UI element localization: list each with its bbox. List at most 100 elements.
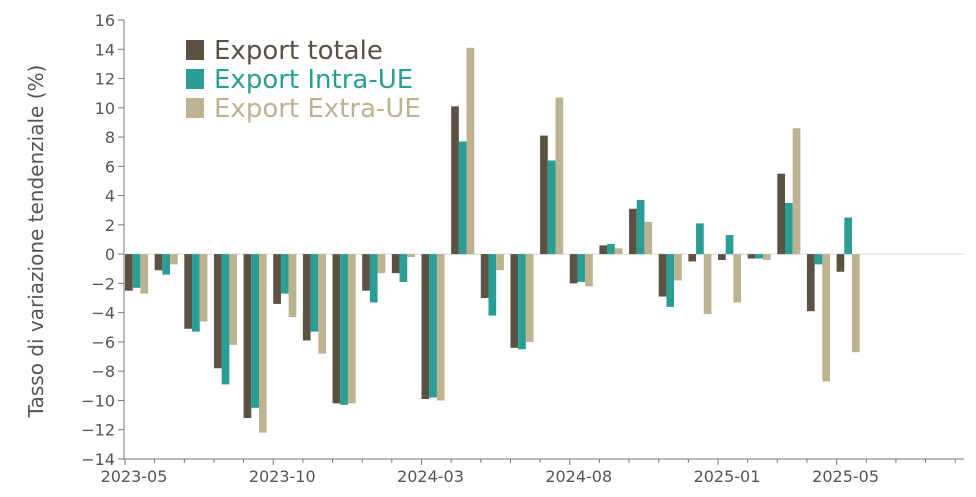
bar (302, 254, 311, 341)
y-tick-label: −2 (91, 274, 115, 293)
bar (599, 245, 608, 255)
bar (369, 254, 378, 303)
bar (466, 47, 475, 255)
bar (629, 208, 637, 255)
bar (614, 248, 623, 255)
bar (140, 254, 149, 294)
bar (162, 254, 171, 275)
bar (458, 141, 467, 255)
bar (273, 254, 281, 304)
bar (377, 254, 386, 274)
bar (585, 254, 593, 287)
bar (696, 223, 704, 255)
bar (814, 254, 823, 265)
bar (288, 254, 297, 318)
bar (251, 254, 259, 408)
x-tick-label: 2023-10 (249, 467, 316, 486)
y-tick-label: 4 (105, 187, 115, 206)
bar (407, 254, 415, 258)
x-tick-label: 2025-01 (694, 467, 761, 486)
legend-swatch (186, 69, 204, 89)
bar (777, 173, 785, 255)
x-tick-label: 2024-03 (397, 467, 464, 486)
y-tick-label: 16 (95, 11, 115, 30)
bar (332, 254, 341, 404)
y-tick-label: 10 (95, 99, 115, 118)
bar (170, 254, 178, 265)
bar (852, 254, 860, 353)
bar (347, 254, 356, 404)
y-tick-label: −12 (81, 421, 115, 440)
bar (318, 254, 326, 354)
bar (806, 254, 815, 312)
bar (674, 254, 682, 281)
bar (844, 217, 852, 255)
bar (340, 254, 348, 405)
bar (666, 254, 675, 307)
bar (132, 254, 141, 288)
bar (399, 254, 408, 282)
bar (436, 254, 445, 401)
bar (496, 254, 504, 271)
bar (488, 254, 497, 316)
y-tick-label: −4 (91, 304, 115, 323)
x-tick-label: 2023-05 (101, 467, 168, 486)
bar (259, 254, 267, 433)
bar (391, 254, 400, 274)
bar (703, 254, 712, 315)
bar (636, 199, 645, 255)
y-tick-label: −10 (81, 391, 115, 410)
bar (569, 254, 578, 284)
bar (577, 254, 586, 282)
bar (792, 128, 801, 255)
bar (421, 254, 430, 400)
bar (763, 254, 771, 260)
bar (184, 254, 192, 329)
bar (733, 254, 742, 303)
y-axis: −14 −12 −10 −8 −6 −4 −2 0 2 4 6 8 10 12 14 16 (81, 11, 125, 469)
y-tick-label: 6 (105, 157, 115, 176)
bar (229, 254, 238, 345)
y-axis-title: Tasso di variazione tendenziale (%) (24, 65, 48, 419)
bar (836, 254, 845, 272)
bar (547, 160, 556, 255)
y-tick-label: 0 (105, 245, 115, 264)
bars (125, 47, 860, 433)
bar (747, 254, 756, 259)
y-tick-label: −8 (91, 362, 115, 381)
bar (688, 254, 697, 262)
bar (125, 254, 133, 291)
bar (362, 254, 370, 291)
bar (540, 135, 548, 255)
bar (480, 254, 489, 299)
bar (310, 254, 319, 332)
legend-label: Export totale (214, 36, 383, 66)
bar (221, 254, 230, 385)
bar (644, 221, 653, 255)
bar (555, 97, 564, 255)
bar (755, 254, 764, 259)
x-tick-label: 2025-05 (812, 467, 879, 486)
y-tick-label: 12 (95, 70, 115, 89)
bar (199, 254, 208, 322)
y-tick-label: 2 (105, 216, 115, 235)
y-tick-label: −14 (81, 450, 115, 469)
bar (718, 254, 726, 260)
y-tick-label: 8 (105, 128, 115, 147)
bar (785, 202, 793, 255)
bar (658, 254, 667, 297)
bar (451, 106, 459, 255)
bar (510, 254, 519, 348)
bar (154, 254, 163, 271)
bar (192, 254, 200, 332)
legend-label: Export Extra-UE (214, 94, 421, 124)
bar (607, 243, 615, 255)
bar (213, 254, 222, 369)
bar (525, 254, 534, 342)
y-tick-label: −6 (91, 333, 115, 352)
bar (280, 254, 289, 294)
bar (822, 254, 831, 382)
bar (518, 254, 526, 350)
